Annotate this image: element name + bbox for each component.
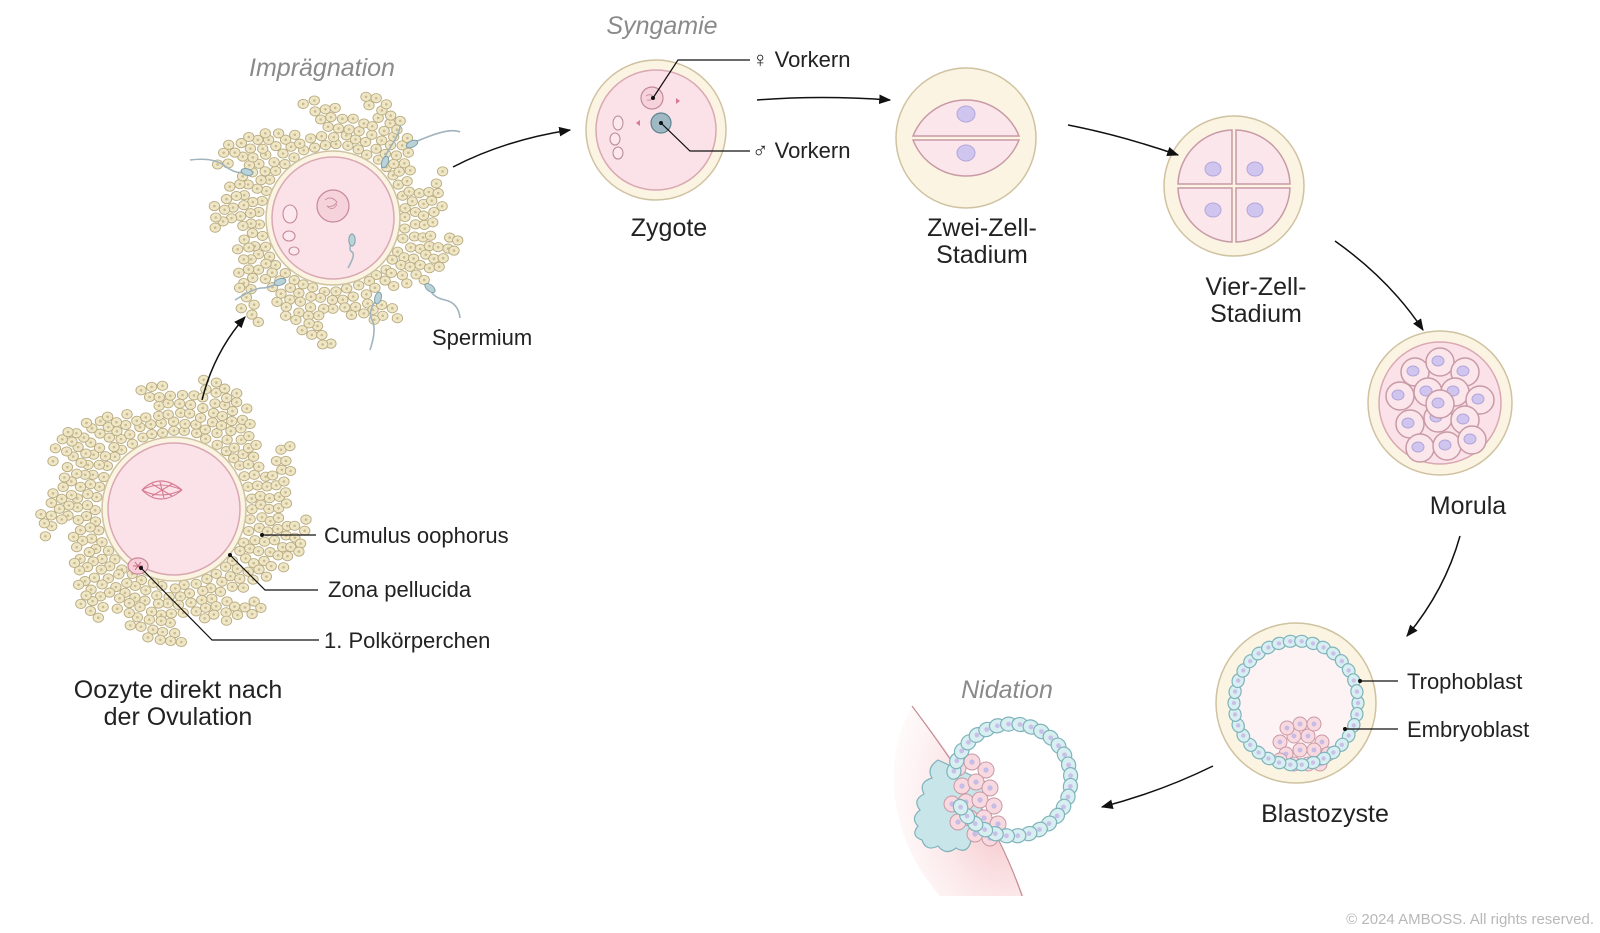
arrow-morula-to-blastocyst [1406, 535, 1461, 637]
morula-blastomeres [1385, 347, 1495, 463]
label-syngamy: Syngamie [606, 12, 717, 40]
sperm-head [240, 168, 254, 176]
label-male-pronucleus: ♂ Vorkern [752, 138, 850, 163]
arrow-blastocyst-to-nidation [1100, 765, 1214, 809]
label-embryoblast: Embryoblast [1407, 717, 1529, 742]
cumulus-cells-impregnation [208, 91, 464, 350]
label-trophoblast: Trophoblast [1407, 669, 1522, 694]
arrow-impregnation-to-zygote [452, 126, 572, 168]
label-zona-pellucida: Zona pellucida [328, 577, 472, 602]
impregnation-stage [189, 91, 464, 351]
label-blastocyst: Blastozyste [1261, 800, 1389, 828]
trophoblast-cells [1227, 634, 1365, 772]
sperm-tail [234, 281, 281, 301]
polar-body-a [282, 204, 298, 224]
blastocyst-stage [1215, 622, 1377, 784]
arrow-zygote-to-two-cell [756, 94, 892, 105]
arrow-two-to-four-cell [1067, 124, 1180, 157]
label-zygote: Zygote [631, 214, 707, 242]
two-cell-zona [895, 67, 1037, 209]
polar-body-c [288, 246, 300, 256]
nidation-trophoblast [946, 716, 1079, 844]
label-two-cell-line2: Stadium [936, 241, 1028, 269]
label-four-cell-line2: Stadium [1210, 300, 1302, 328]
label-nidation: Nidation [961, 676, 1053, 704]
zygote-stage [585, 59, 727, 201]
blastomere-nucleus [956, 144, 976, 162]
cumulus-oophorus-cells [35, 374, 312, 648]
polar-body-b [282, 230, 296, 242]
sperm-head [374, 291, 382, 305]
label-oocyte-line2: der Ovulation [104, 703, 253, 731]
sperm-head [348, 233, 356, 247]
copyright-notice: © 2024 AMBOSS. All rights reserved. [1346, 911, 1594, 928]
sperm-tail [189, 158, 248, 174]
sperm-head [405, 139, 419, 149]
sperm-tail [410, 129, 461, 145]
four-cell-stage [1163, 115, 1305, 257]
label-two-cell-line1: Zwei-Zell- [927, 214, 1037, 242]
leader-lines [139, 59, 1398, 731]
label-sperm: Spermium [432, 325, 532, 350]
blastomere-nucleus [956, 105, 976, 123]
two-cell-stage [895, 67, 1037, 209]
sperm-head [273, 277, 287, 287]
label-impregnation: Imprägnation [249, 54, 395, 82]
sequence-arrows [201, 94, 1461, 809]
oocyte-cytoplasm [107, 442, 241, 576]
spermatozoa [189, 124, 461, 351]
label-female-pronucleus: ♀ Vorkern [752, 47, 850, 72]
oocyte-after-ovulation [35, 374, 312, 648]
sperm-tail [369, 297, 379, 351]
sperm-head [424, 282, 436, 294]
label-morula: Morula [1430, 492, 1507, 520]
meiotic-spindle [141, 480, 183, 500]
morula-stage [1367, 330, 1513, 476]
label-four-cell-line1: Vier-Zell- [1206, 273, 1307, 301]
sperm-head [380, 155, 390, 169]
arrow-oocyte-to-impregnation [201, 316, 246, 401]
label-oocyte-line1: Oozyte direkt nach [74, 676, 282, 704]
label-polar-body: 1. Polkörperchen [324, 628, 490, 653]
label-cumulus-oophorus: Cumulus oophorus [324, 523, 509, 548]
four-cell-zona [1163, 115, 1305, 257]
arrow-four-cell-to-morula [1334, 240, 1424, 332]
nidation-stage [893, 705, 1079, 897]
